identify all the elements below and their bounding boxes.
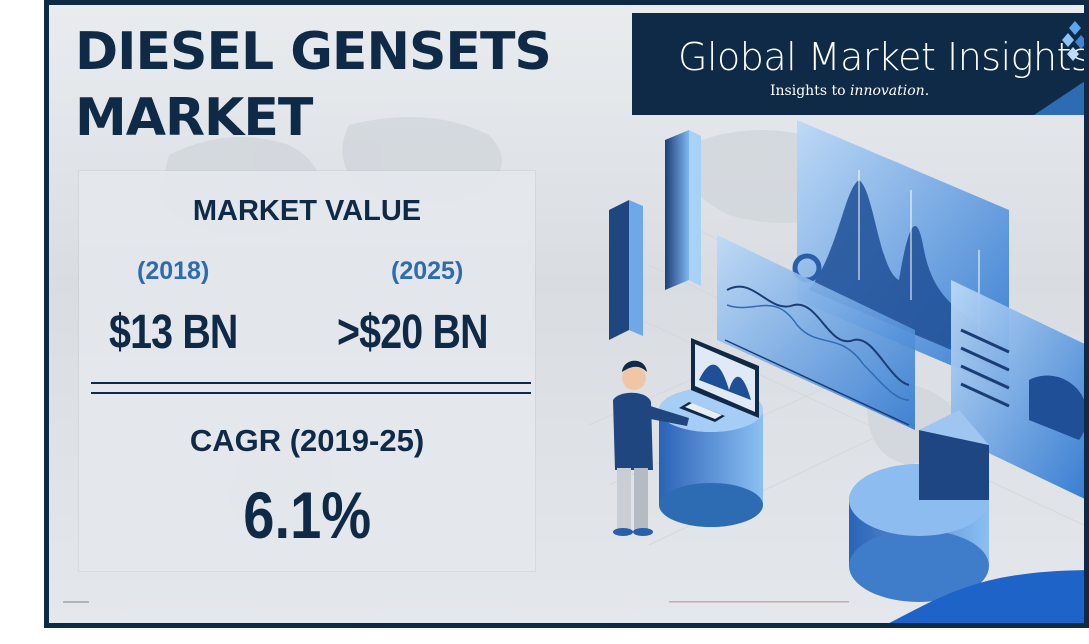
- start-value: $13 BN: [109, 306, 238, 359]
- cagr-value-text: 6.1%: [243, 478, 371, 552]
- title-line-1: DIESEL GENSETS: [75, 22, 552, 82]
- market-value-panel: MARKET VALUE (2018) (2025) $13 BN >$20 B…: [79, 171, 535, 571]
- end-value: >$20 BN: [337, 306, 489, 359]
- divider-top: [91, 382, 531, 384]
- corner-accent: [1034, 81, 1084, 115]
- end-year: (2025): [391, 257, 464, 285]
- tagline-italic: innovation.: [849, 83, 930, 99]
- pillar-shape: [609, 200, 629, 340]
- brand-banner: Global Market Insights Insights to innov…: [632, 13, 1089, 115]
- page-title: DIESEL GENSETS MARKET: [75, 19, 635, 151]
- brand-tagline: Insights to innovation.: [770, 83, 929, 99]
- cagr-heading: CAGR (2019-25): [189, 423, 425, 458]
- infographic-frame: DIESEL GENSETS MARKET Global Market Insi…: [44, 0, 1089, 628]
- divider-bottom: [91, 392, 531, 394]
- title-line-2: MARKET: [75, 88, 313, 148]
- cagr-value: 6.1%: [79, 477, 535, 553]
- market-value-heading: MARKET VALUE: [192, 195, 422, 227]
- brand-name: Global Market Insights: [678, 35, 1089, 79]
- analytics-illustration: [609, 120, 1084, 623]
- tagline-prefix: Insights to: [770, 83, 850, 99]
- diamond-cluster-icon: [1062, 21, 1084, 61]
- start-year: (2018): [137, 257, 210, 285]
